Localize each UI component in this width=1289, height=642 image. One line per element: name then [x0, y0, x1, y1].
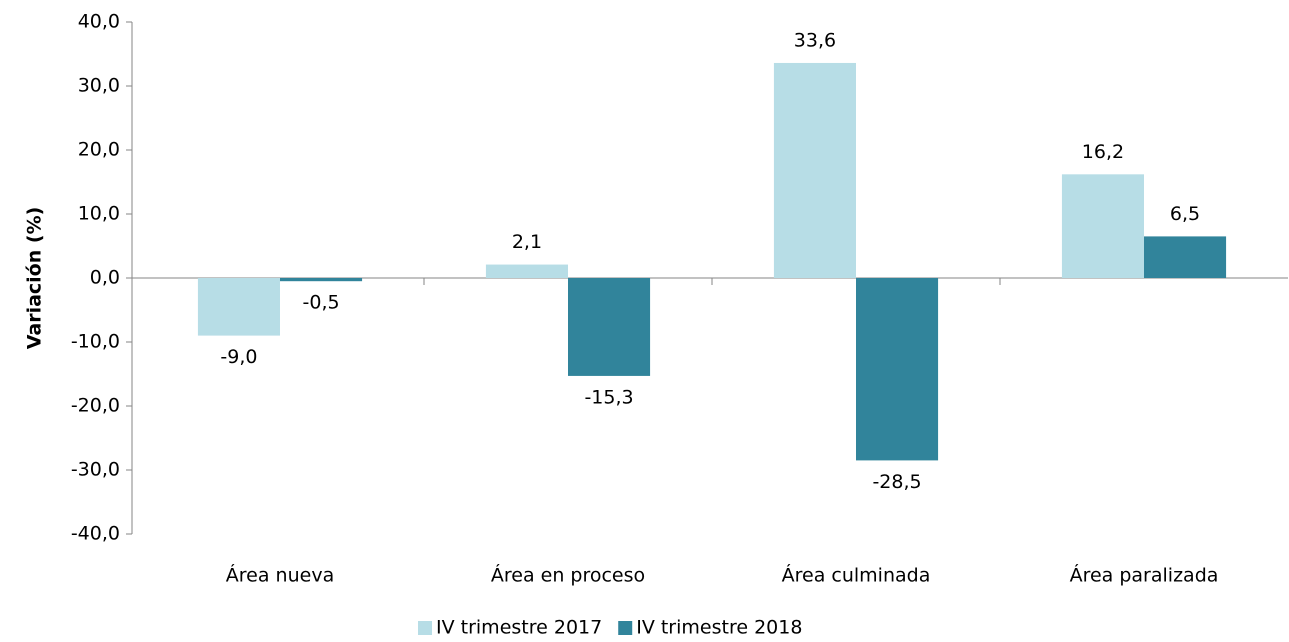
y-tick-label: -40,0: [71, 523, 120, 545]
y-tick-label: 20,0: [78, 139, 120, 161]
bar: [1144, 236, 1227, 278]
y-tick-label: 10,0: [78, 203, 120, 225]
bar: [280, 278, 363, 282]
legend-swatch: [618, 621, 633, 635]
value-label: -9,0: [220, 346, 257, 368]
bar: [485, 264, 568, 278]
bar: [856, 278, 939, 461]
x-tick-label: Área paralizada: [1070, 564, 1219, 587]
value-label: -28,5: [872, 471, 921, 493]
legend-label: IV trimestre 2017: [436, 617, 602, 639]
bar: [197, 278, 280, 336]
value-label: 16,2: [1082, 141, 1124, 163]
y-tick-label: 40,0: [78, 11, 120, 33]
value-label: 33,6: [794, 29, 836, 51]
legend-label: IV trimestre 2018: [636, 617, 802, 639]
value-label: 6,5: [1170, 203, 1200, 225]
y-tick-label: -30,0: [71, 459, 120, 481]
y-tick-label: 0,0: [90, 267, 120, 289]
value-label: -0,5: [303, 292, 340, 314]
y-tick-label: -10,0: [71, 331, 120, 353]
y-tick-label: 30,0: [78, 75, 120, 97]
value-label: 2,1: [512, 231, 542, 253]
bar: [773, 62, 856, 279]
x-tick-label: Área culminada: [782, 564, 931, 587]
x-tick-label: Área en proceso: [491, 564, 645, 587]
bar: [1061, 174, 1144, 278]
bar: [568, 278, 651, 376]
legend-swatch: [418, 621, 432, 635]
y-tick-label: -20,0: [71, 395, 120, 417]
value-label: -15,3: [584, 386, 633, 408]
x-tick-label: Área nueva: [226, 564, 334, 587]
y-axis-title: Variación (%): [24, 207, 46, 350]
